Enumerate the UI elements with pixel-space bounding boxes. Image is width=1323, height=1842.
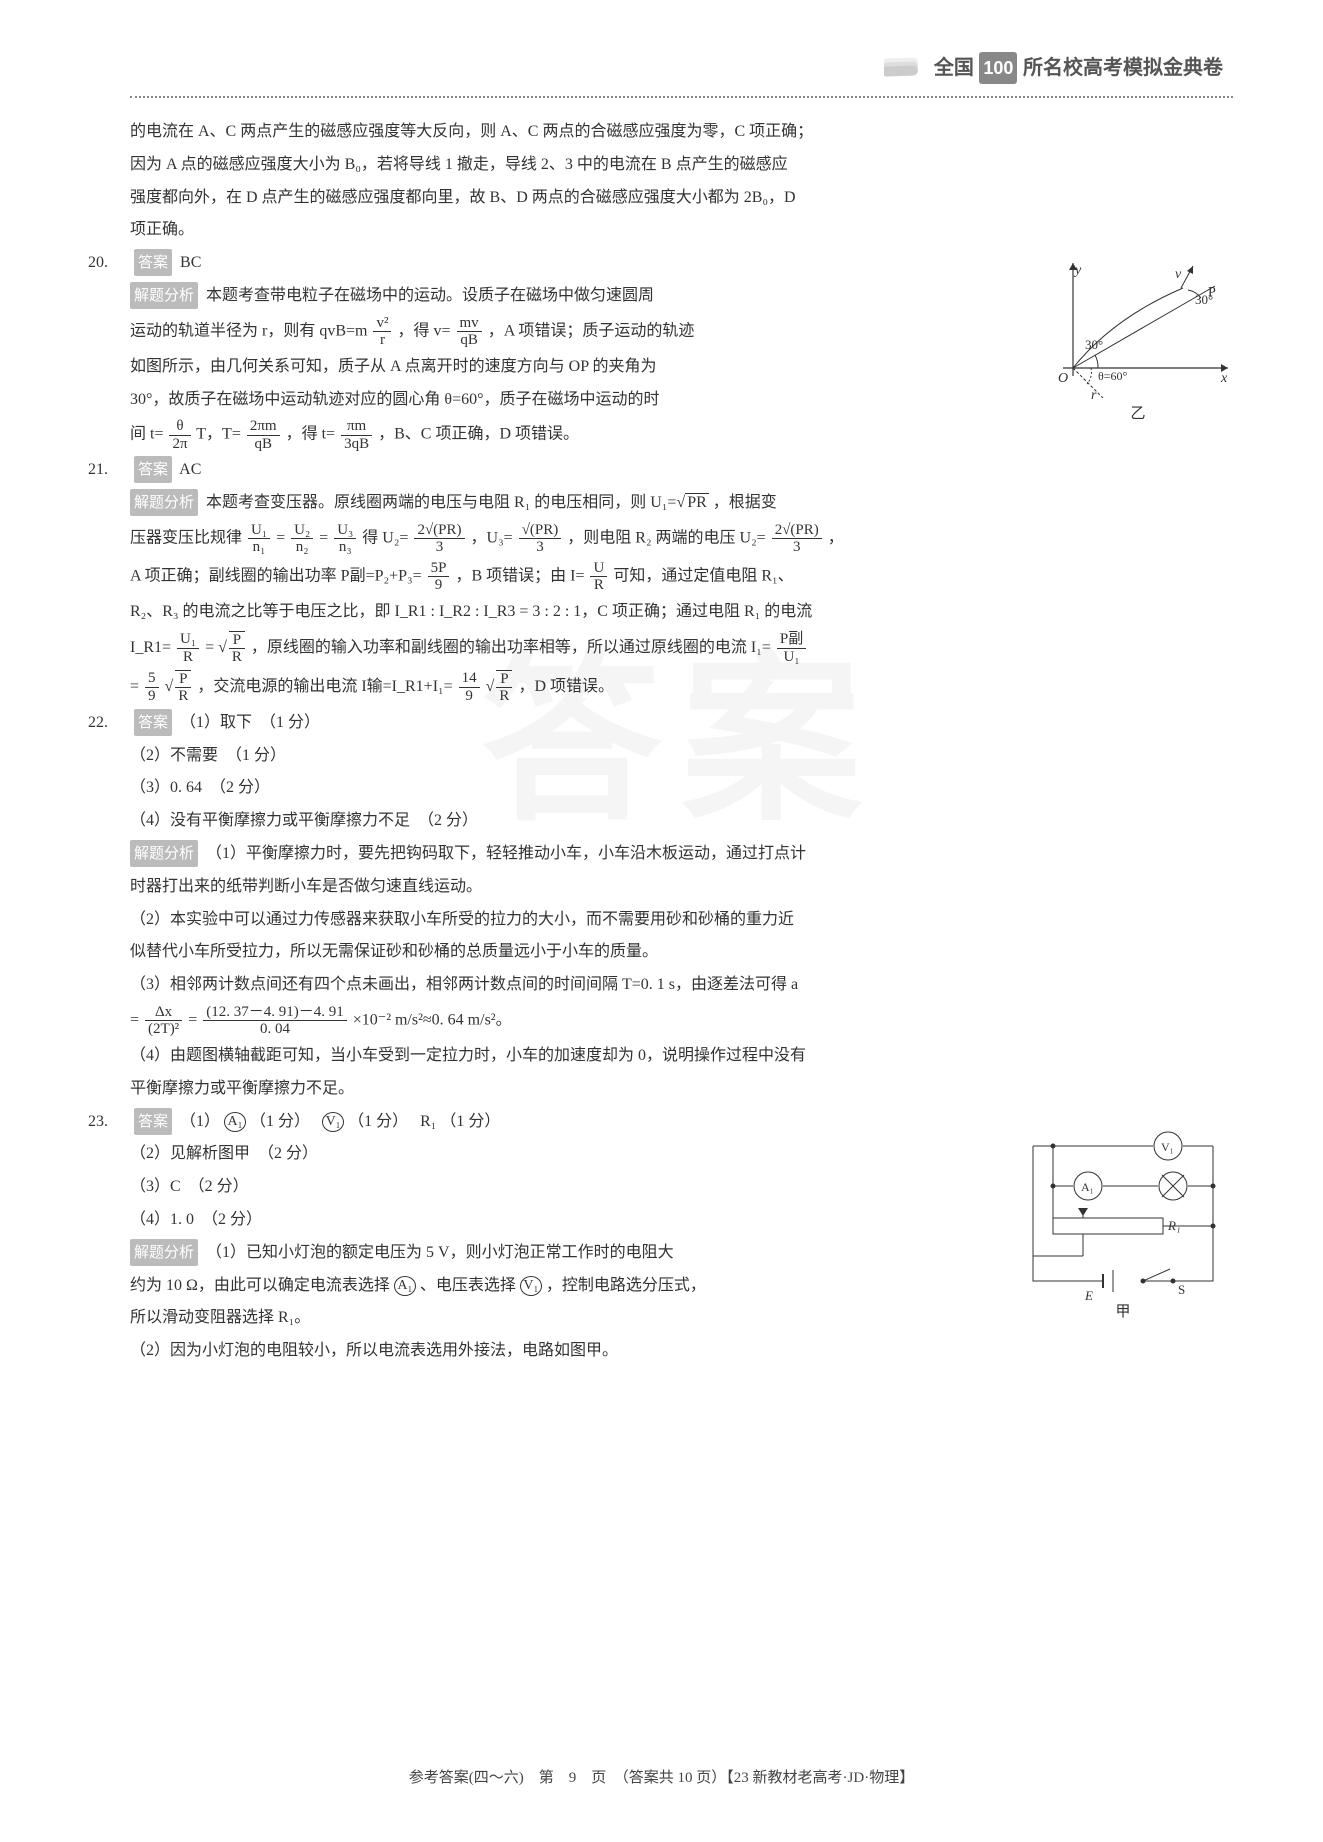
books-icon	[882, 58, 922, 80]
q20-analysis-3: 如图所示，由几何关系可知，质子从 A 点离开时的速度方向与 OP 的夹角为	[130, 353, 1033, 382]
answer-tag: 答案	[134, 1108, 172, 1135]
cont-line3: 强度都向外，在 D 点产生的磁感应强度都向里，故 B、D 两点的合磁感应强度大小…	[130, 184, 1233, 213]
q22-a3: （3）0. 64 （2 分）	[130, 774, 1233, 803]
q22-p2b: 似替代小车所受拉力，所以无需保证砂和砂桶的总质量远小于小车的质量。	[130, 938, 1233, 967]
fig-label-y: y	[1075, 258, 1081, 283]
fig23-v: V₁	[1161, 1137, 1174, 1159]
fig23-s: S	[1178, 1278, 1185, 1301]
q23-number: 23.	[88, 1108, 130, 1137]
header-badge: 100	[979, 52, 1017, 84]
q22-p2: （2）本实验中可以通过力传感器来获取小车所受的拉力的大小，而不需要用砂和砂桶的重…	[130, 906, 1233, 935]
header-suffix: 所名校高考模拟金典卷	[1023, 57, 1223, 79]
fig-label-30a: 30°	[1085, 333, 1103, 356]
fig-label-v: v	[1175, 262, 1181, 287]
circled-v1-b: V₁	[520, 1276, 542, 1296]
q20-analysis-4: 30°，故质子在磁场中运动轨迹对应的圆心角 θ=60°，质子在磁场中运动的时	[130, 386, 1033, 415]
analysis-tag: 解题分析	[130, 1239, 198, 1266]
q22-p3: （3）相邻两计数点间还有四个点未画出，相邻两计数点间的时间间隔 T=0. 1 s…	[130, 971, 1233, 1000]
q23-figure: V₁ A₁ R₁ E S 甲	[1013, 1126, 1233, 1326]
cont-line1: 的电流在 A、C 两点产生的磁感应强度等大反向，则 A、C 两点的合磁感应强度为…	[130, 118, 1233, 147]
q22-p5: （4）由题图横轴截距可知，当小车受到一定拉力时，小车的加速度却为 0，说明操作过…	[130, 1042, 1233, 1071]
q20-t1: 本题考查带电粒子在磁场中的运动。设质子在磁场中做匀速圆周	[206, 287, 654, 304]
q21-l5: I_R1= U₁R = √PR ，原线圈的输入功率和副线圈的输出功率相等，所以通…	[130, 631, 1233, 666]
q23-circuit-svg	[1013, 1126, 1233, 1301]
q22-a1: （1）取下 （1 分）	[180, 714, 320, 731]
q21-l1: 解题分析 本题考查变压器。原线圈两端的电压与电阻 R₁ 的电压相同，则 U₁=√…	[130, 489, 1233, 518]
q21-l2: 压器变压比规律 U₁n₁ = U₂n₂ = U₃n₃ 得 U₂= 2√(PR)3…	[130, 522, 1233, 556]
analysis-tag: 解题分析	[130, 282, 198, 309]
q21-answer: AC	[179, 461, 201, 478]
circled-a1: A₁	[224, 1112, 246, 1132]
fig23-r1: R₁	[1168, 1214, 1180, 1237]
answer-tag: 答案	[134, 709, 172, 736]
cont-line2: 因为 A 点的磁感应强度大小为 B₀，若将导线 1 撤走，导线 2、3 中的电流…	[130, 151, 1233, 180]
q20-figure: P v O y x r 30° 30° θ=60° 乙	[1043, 258, 1233, 418]
q20-diagram-svg	[1043, 258, 1233, 398]
header-prefix: 全国	[934, 57, 974, 79]
q22-answer-line: 22. 答案 （1）取下 （1 分）	[130, 709, 1233, 738]
q22-a2: （2）不需要 （1 分）	[130, 742, 1233, 771]
q23-p1: 解题分析 （1）已知小灯泡的额定电压为 5 V，则小灯泡正常工作时的电阻大	[130, 1239, 1003, 1268]
analysis-tag: 解题分析	[130, 840, 198, 867]
q21-number: 21.	[88, 456, 130, 485]
q23-p3: 所以滑动变阻器选择 R₁。	[130, 1304, 1003, 1333]
page-footer: 参考答案(四～六) 第 9 页 （答案共 10 页）【23 新教材老高考·JD·…	[0, 1765, 1323, 1792]
fig-label-x: x	[1221, 366, 1227, 391]
circled-v1: V₁	[322, 1112, 344, 1132]
q22-p4: = Δx(2T)² = (12. 37－4. 91)－4. 910. 04 ×1…	[130, 1004, 1233, 1038]
fig-label-30b: 30°	[1195, 288, 1213, 311]
q23-p2: 约为 10 Ω，由此可以确定电流表选择 A₁ 、电压表选择 V₁ ，控制电路选分…	[130, 1272, 1003, 1301]
header-divider	[130, 96, 1233, 98]
page-header: 全国 100 所名校高考模拟金典卷	[130, 50, 1233, 86]
circled-a1-b: A₁	[394, 1276, 416, 1296]
answer-tag: 答案	[134, 456, 172, 483]
q21-answer-line: 21. 答案 AC	[130, 456, 1233, 485]
q20-answer: BC	[180, 254, 201, 271]
q22-a4: （4）没有平衡摩擦力或平衡摩擦力不足 （2 分）	[130, 807, 1233, 836]
answer-tag: 答案	[134, 249, 172, 276]
q21-l4: R₂、R₃ 的电流之比等于电压之比，即 I_R1 : I_R2 : I_R3 =…	[130, 598, 1233, 627]
q23-p4: （2）因为小灯泡的电阻较小，所以电流表选用外接法，电路如图甲。	[130, 1337, 1003, 1366]
fig-label-60: θ=60°	[1098, 366, 1127, 388]
q23-fig-caption: 甲	[1013, 1299, 1233, 1326]
q21-l3: A 项正确；副线圈的输出功率 P副=P₂+P₃= 5P9 ，B 项错误；由 I=…	[130, 560, 1233, 594]
q20-number: 20.	[88, 249, 130, 278]
fig23-a: A₁	[1081, 1177, 1094, 1199]
q20-fig-caption: 乙	[1043, 401, 1233, 428]
q22-p1b: 时器打出来的纸带判断小车是否做匀速直线运动。	[130, 873, 1233, 902]
cont-line4: 项正确。	[130, 216, 1233, 245]
q20-analysis-2: 运动的轨道半径为 r，则有 qvB=m v²r ，得 v= mvqB ，A 项错…	[130, 315, 1033, 349]
q22-p5b: 平衡摩擦力或平衡摩擦力不足。	[130, 1075, 1233, 1104]
q21-l6: = 59 √PR ，交流电源的输出电流 I输=I_R1+I₁= 149 √PR …	[130, 670, 1233, 705]
fig-label-o: O	[1058, 366, 1068, 391]
q22-number: 22.	[88, 709, 130, 738]
q20-analysis-1: 解题分析 本题考查带电粒子在磁场中的运动。设质子在磁场中做匀速圆周	[130, 282, 1033, 311]
analysis-tag: 解题分析	[130, 489, 198, 516]
q22-p1: 解题分析 （1）平衡摩擦力时，要先把钩码取下，轻轻推动小车，小车沿木板运动，通过…	[130, 840, 1233, 869]
